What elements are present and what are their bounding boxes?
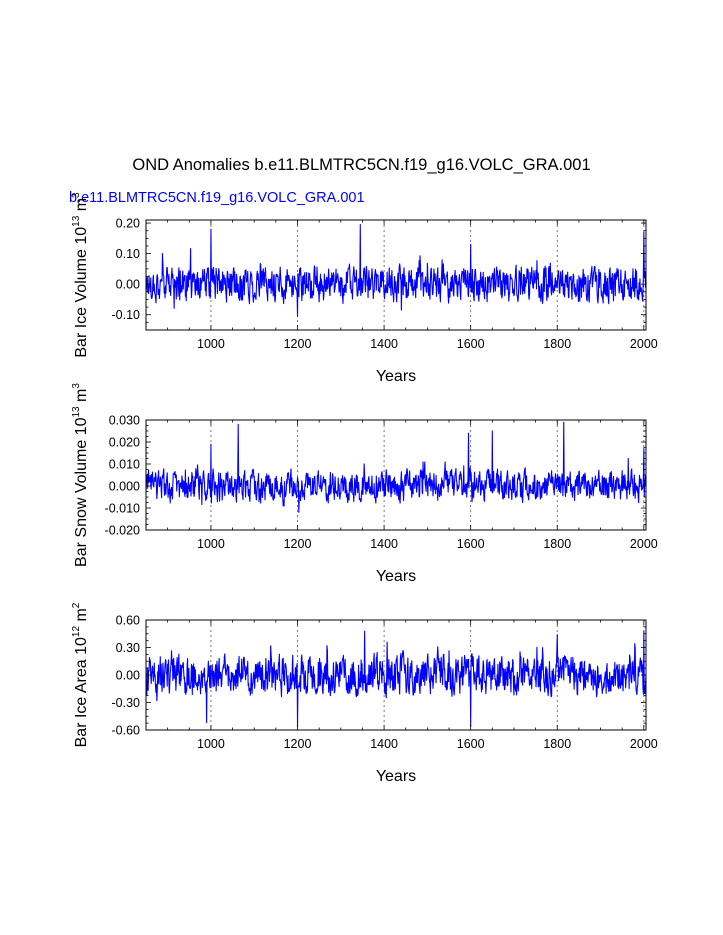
y-tick-label: -0.10 xyxy=(112,308,141,322)
x-tick-label: 1400 xyxy=(370,737,398,751)
x-tick-label: 1000 xyxy=(197,537,225,551)
series-line xyxy=(145,630,647,727)
x-axis-label: Years xyxy=(376,368,416,385)
plot-frame xyxy=(145,219,647,331)
x-tick-label: 2000 xyxy=(630,737,658,751)
ice-area-panel: 1000 1200 1400 1600 1800 2000 -0.60 -0.30 0.00 0.… xyxy=(71,602,658,785)
series-line xyxy=(145,421,647,513)
series-line xyxy=(145,224,647,317)
x-tick-label: 2000 xyxy=(630,537,658,551)
x-tick-label: 1400 xyxy=(370,537,398,551)
y-tick-label: 0.030 xyxy=(109,414,140,428)
x-tick-label: 1000 xyxy=(197,337,225,351)
y-tick-label: 0.10 xyxy=(116,247,140,261)
x-tick-label: 1600 xyxy=(457,537,485,551)
x-tick-label: 1800 xyxy=(543,537,571,551)
y-tick-label: 0.000 xyxy=(109,480,140,494)
chart-subtitle: b.e11.BLMTRC5CN.f19_g16.VOLC_GRA.001 xyxy=(69,190,365,206)
x-tick-label: 2000 xyxy=(630,337,658,351)
y-axis-label: Bar Ice Area 1012 m2 xyxy=(71,602,90,747)
x-axis-label: Years xyxy=(376,568,416,585)
x-tick-label: 1200 xyxy=(284,737,312,751)
y-tick-label: -0.30 xyxy=(112,696,141,710)
y-tick-label: 0.30 xyxy=(116,641,140,655)
y-axis-label: Bar Ice Volume 1013 m3 xyxy=(71,192,90,358)
ice-volume-panel: 1000 1200 1400 1600 1800 2000 -0.10 0.00 0.10 0.2… xyxy=(71,192,658,385)
x-tick-label: 1000 xyxy=(197,737,225,751)
chart-title: OND Anomalies b.e11.BLMTRC5CN.f19_g16.VO… xyxy=(132,156,591,174)
y-tick-label: 0.010 xyxy=(109,458,140,472)
y-tick-label: -0.010 xyxy=(105,502,140,516)
x-tick-label: 1200 xyxy=(284,537,312,551)
x-tick-label: 1600 xyxy=(457,337,485,351)
y-tick-label: -0.020 xyxy=(105,524,140,538)
y-tick-label: 0.00 xyxy=(116,669,140,683)
y-tick-label: 0.20 xyxy=(116,217,140,231)
x-tick-label: 1400 xyxy=(370,337,398,351)
y-tick-label: 0.60 xyxy=(116,614,140,628)
snow-volume-panel: 1000 1200 1400 1600 1800 2000 -0.020 -0.010 0.00… xyxy=(71,383,658,585)
x-tick-label: 1600 xyxy=(457,737,485,751)
x-tick-label: 1800 xyxy=(543,337,571,351)
x-tick-label: 1200 xyxy=(284,337,312,351)
y-axis-label: Bar Snow Volume 1013 m3 xyxy=(71,383,90,567)
y-tick-label: 0.020 xyxy=(109,436,140,450)
y-tick-label: -0.60 xyxy=(112,724,141,738)
x-tick-label: 1800 xyxy=(543,737,571,751)
y-tick-label: 0.00 xyxy=(116,278,140,292)
x-axis-label: Years xyxy=(376,768,416,785)
